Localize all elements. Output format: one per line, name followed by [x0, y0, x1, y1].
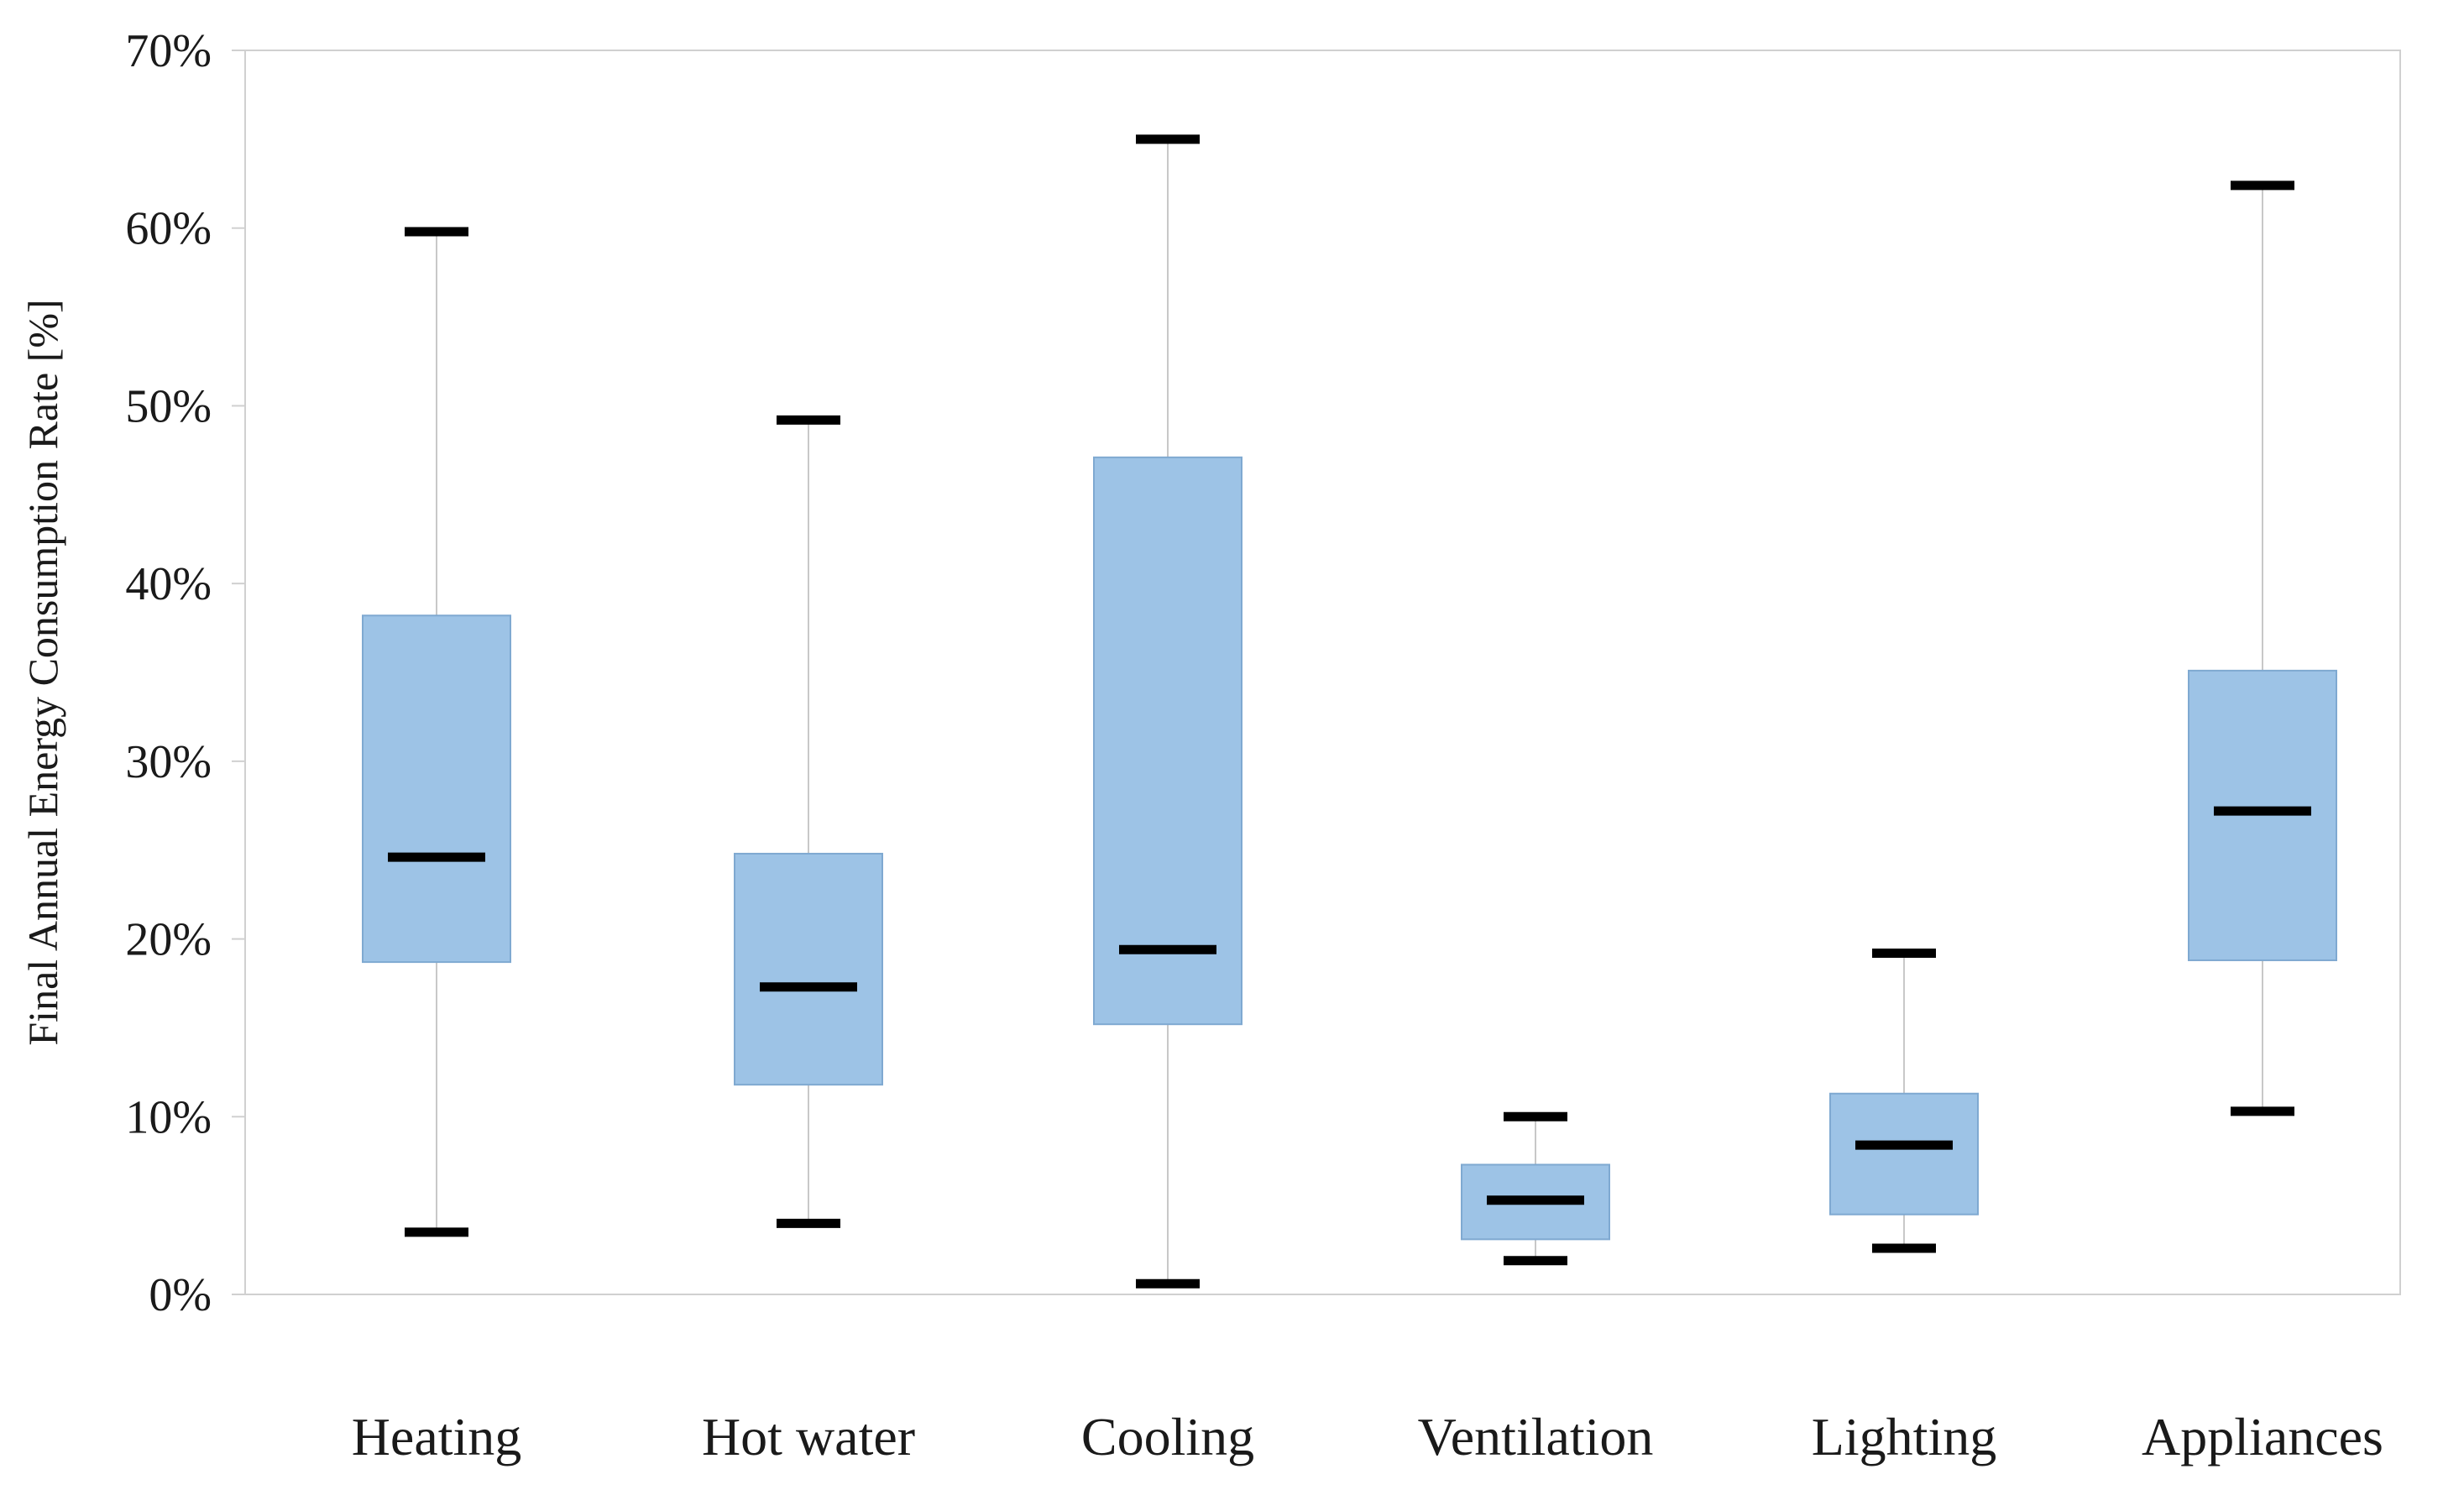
- y-tick-label: 50%: [125, 380, 212, 432]
- category-label: Heating: [352, 1407, 522, 1466]
- category-label: Cooling: [1081, 1407, 1254, 1466]
- box-group-heating: [362, 227, 511, 1237]
- box-iqr: [362, 614, 511, 964]
- y-tick-label: 20%: [125, 914, 212, 966]
- y-tick-label: 60%: [125, 203, 212, 255]
- box-series: [362, 134, 2337, 1289]
- box-iqr: [734, 852, 883, 1086]
- box-group-appliances: [2188, 180, 2337, 1116]
- y-tick-label: 30%: [125, 736, 212, 788]
- y-tick-label: 40%: [125, 558, 212, 610]
- box-group-cooling: [1093, 134, 1242, 1289]
- box-iqr: [1093, 456, 1242, 1026]
- y-tick-label: 10%: [125, 1091, 212, 1143]
- plot-frame: [244, 50, 2401, 1295]
- y-axis-title: Final Annual Energy Consumption Rate [%]: [19, 299, 66, 1045]
- category-label: Appliances: [2142, 1407, 2383, 1466]
- category-label: Ventilation: [1418, 1407, 1654, 1466]
- box-group-lighting: [1829, 949, 1979, 1253]
- box-group-hot-water: [734, 415, 883, 1228]
- category-label: Lighting: [1812, 1407, 1996, 1466]
- category-label: Hot water: [702, 1407, 915, 1466]
- x-axis: Heating Hot water Cooling Ventilation Lighti…: [352, 1407, 2383, 1466]
- y-axis: 0% 10% 20% 30% 40% 50% 60% 70%: [125, 25, 245, 1321]
- box-group-ventilation: [1461, 1111, 1610, 1266]
- y-tick-label: 0%: [149, 1269, 212, 1321]
- y-tick-label: 70%: [125, 25, 212, 77]
- box-iqr: [1829, 1092, 1979, 1216]
